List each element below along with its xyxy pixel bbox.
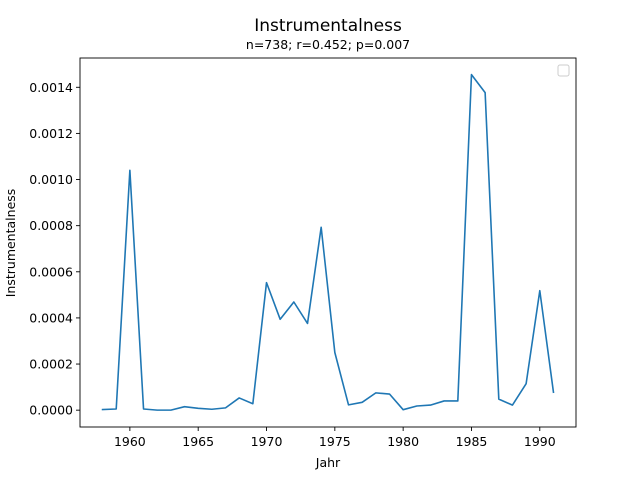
y-tick-label: 0.0010 [29, 172, 73, 187]
plot-area [80, 58, 576, 427]
y-tick-label: 0.0000 [29, 403, 73, 418]
x-axis-ticks: 1960 1965 1970 1975 1980 1985 1990 [114, 427, 556, 449]
y-axis-label: Instrumentalness [3, 189, 18, 298]
x-tick-label: 1990 [524, 434, 556, 449]
series-line [101, 73, 555, 411]
y-tick-label: 0.0014 [29, 80, 73, 95]
x-tick-label: 1985 [456, 434, 488, 449]
plot-frame [79, 57, 577, 428]
x-tick-label: 1980 [387, 434, 419, 449]
x-tick-label: 1970 [251, 434, 283, 449]
x-tick-label: 1965 [182, 434, 214, 449]
x-axis-label: Jahr [315, 455, 341, 470]
y-tick-label: 0.0008 [29, 218, 73, 233]
x-tick-label: 1975 [319, 434, 351, 449]
y-tick-label: 0.0012 [29, 126, 73, 141]
x-tick-label: 1960 [114, 434, 146, 449]
chart-subtitle: n=738; r=0.452; p=0.007 [246, 37, 410, 52]
y-tick-label: 0.0006 [29, 264, 73, 279]
chart-title: Instrumentalness [254, 16, 402, 36]
y-tick-label: 0.0002 [29, 357, 73, 372]
y-axis-ticks: 0.0000 0.0002 0.0004 0.0006 0.0008 0.0010 0.00… [29, 80, 80, 418]
legend-box [557, 64, 570, 77]
y-tick-label: 0.0004 [29, 310, 73, 325]
